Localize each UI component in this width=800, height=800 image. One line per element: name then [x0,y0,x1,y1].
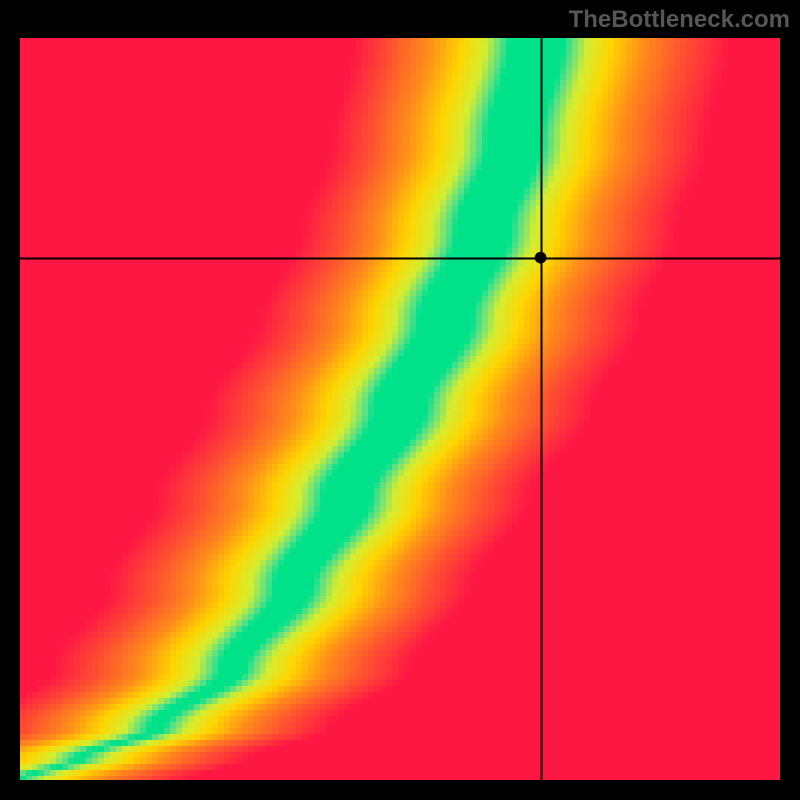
watermark-label: TheBottleneck.com [569,6,790,34]
chart-container: TheBottleneck.com [0,0,800,800]
bottleneck-heatmap [0,0,800,800]
